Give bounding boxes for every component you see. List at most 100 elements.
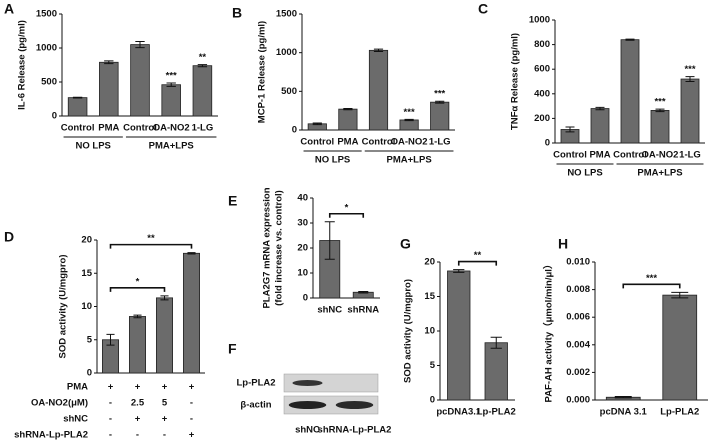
x-tick-label: PMA [589, 150, 610, 161]
error-bar [72, 96, 83, 99]
y-axis-label: IL-6 Release (pg/ml) [17, 20, 28, 110]
condition-mark: - [109, 398, 112, 409]
x-tick-label: shNC [317, 305, 342, 316]
x-tick-label: 1-LG [429, 137, 451, 148]
error-bar [671, 291, 689, 299]
bar [128, 316, 146, 374]
y-tick-label: 0.010 [566, 257, 590, 268]
condition-mark: - [163, 430, 166, 441]
significance-bracket [622, 283, 681, 289]
y-tick-label: 500 [41, 77, 57, 88]
bar [590, 108, 610, 144]
bar [99, 61, 119, 117]
error-bar [324, 221, 335, 260]
group-label: PMA+LPS [387, 155, 432, 166]
blot-row-label: β-actin [240, 400, 271, 411]
y-tick-label: 0.008 [566, 284, 590, 295]
y-axis-label: PLA2G7 mRNA expression [262, 187, 273, 308]
condition-mark: - [109, 414, 112, 425]
y-axis-label: (fold increase vs. control) [274, 190, 285, 306]
blot-band [335, 401, 374, 409]
x-tick-label: Control [362, 137, 396, 148]
error-bar [435, 100, 445, 104]
error-bar [343, 108, 353, 111]
y-tick-label: 20 [81, 235, 92, 246]
bar [447, 270, 471, 401]
condition-mark: + [108, 382, 114, 393]
error-bar [490, 336, 502, 349]
y-tick-label: 1000 [529, 15, 550, 26]
x-tick-label: Control [61, 123, 95, 134]
bar [484, 342, 508, 401]
significance-label: *** [166, 71, 177, 82]
y-axis-label: PAF-AH activity（μmol/min/μl） [543, 260, 555, 403]
bar [620, 39, 640, 144]
bar [662, 294, 698, 401]
bar [338, 108, 358, 131]
condition-mark: 2.5 [131, 398, 145, 409]
x-tick-label: Control [300, 137, 334, 148]
significance-label: *** [684, 64, 695, 75]
significance-bracket [328, 212, 365, 218]
y-tick-label: 0.000 [566, 395, 590, 406]
error-bar [565, 126, 575, 133]
y-axis-label: MCP-1 Release (pg/ml) [257, 21, 268, 123]
group-label: NO LPS [76, 141, 111, 152]
condition-mark: + [162, 414, 168, 425]
condition-mark: - [136, 430, 139, 441]
condition-mark: + [189, 430, 195, 441]
significance-label: ** [199, 52, 207, 63]
bar [399, 119, 419, 131]
error-bar [104, 60, 114, 65]
panel-label: F [228, 341, 237, 357]
error-bar [133, 314, 142, 319]
y-tick-label: 20 [297, 243, 308, 254]
condition-mark: - [190, 414, 193, 425]
x-tick-label: 1-LG [192, 123, 214, 134]
blot-row-label: Lp-PLA2 [236, 378, 275, 389]
bar [680, 78, 700, 144]
error-bar [166, 82, 176, 87]
panel-label: G [400, 236, 411, 252]
group-label: PMA+LPS [149, 141, 194, 152]
panel-label: E [228, 193, 237, 209]
y-tick-label: 10 [81, 301, 92, 312]
x-tick-label: 1-LG [679, 150, 701, 161]
significance-label: * [136, 276, 140, 287]
panel-label: D [4, 229, 14, 245]
x-tick-label: PMA [337, 137, 358, 148]
significance-label: *** [646, 273, 657, 284]
condition-label: shRNA-Lp-PLA2 [14, 430, 88, 441]
condition-mark: + [135, 382, 141, 393]
x-tick-label: Lp-PLA2 [660, 407, 699, 418]
x-tick-label: OA-NO2 [153, 123, 190, 134]
bar [155, 297, 173, 374]
significance-label: *** [404, 107, 415, 118]
y-tick-label: 10 [297, 268, 308, 279]
error-bar [595, 106, 605, 111]
y-tick-label: 500 [281, 86, 297, 97]
y-axis-label: TNFα Release (pg/ml) [510, 33, 521, 130]
error-bar [453, 269, 465, 273]
y-tick-label: 0 [303, 293, 308, 304]
significance-label: *** [654, 97, 665, 108]
y-tick-label: 15 [81, 268, 92, 279]
significance-bracket [457, 260, 498, 266]
panel-label: H [558, 236, 568, 252]
y-tick-label: 400 [534, 88, 550, 99]
y-tick-label: 1000 [276, 47, 297, 58]
bar [192, 65, 213, 117]
error-bar [373, 48, 384, 53]
significance-label: ** [147, 233, 155, 244]
error-bar [187, 252, 196, 255]
group-label: PMA+LPS [637, 168, 682, 179]
condition-mark: - [190, 398, 193, 409]
y-tick-label: 15 [424, 291, 435, 302]
blot-strip [283, 395, 379, 415]
y-tick-label: 1000 [36, 43, 57, 54]
significance-label: ** [474, 250, 482, 261]
y-tick-label: 0.002 [566, 367, 590, 378]
y-tick-label: 0 [430, 395, 435, 406]
y-tick-label: 1500 [276, 9, 297, 20]
